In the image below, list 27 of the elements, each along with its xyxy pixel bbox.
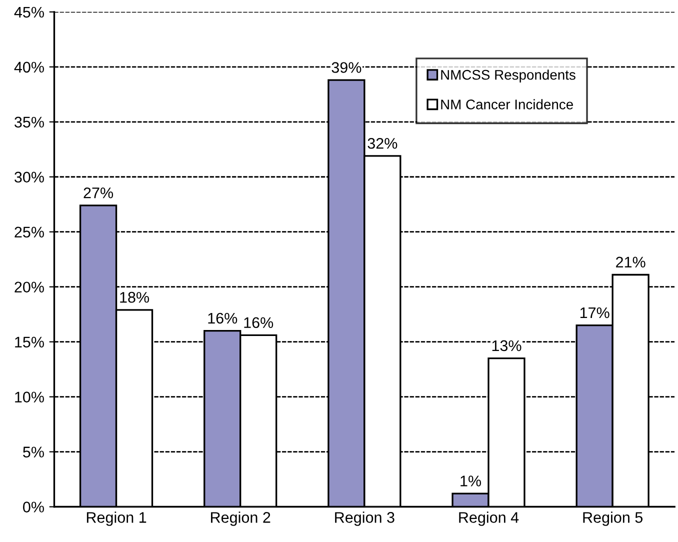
- data-label: 18%: [120, 292, 150, 303]
- x-tick-label: Region 2: [211, 512, 270, 526]
- data-label: 32%: [368, 138, 398, 149]
- y-tick-label: 35%: [14, 116, 44, 128]
- y-tick-label: 20%: [14, 282, 44, 293]
- data-label: 17%: [580, 307, 610, 318]
- data-label: 27%: [84, 187, 114, 198]
- y-tick-label: 40%: [14, 62, 44, 73]
- legend-label: NMCSS Respondents: [441, 70, 576, 83]
- y-tick-label: 0%: [23, 502, 44, 512]
- legend-label: NM Cancer Incidence: [441, 99, 573, 110]
- y-tick-label: 10%: [15, 392, 44, 402]
- y-tick-label: 30%: [14, 172, 44, 183]
- x-tick-label: Region 1: [86, 512, 146, 526]
- y-tick-label: 25%: [14, 226, 44, 238]
- data-label: 16%: [244, 317, 274, 328]
- x-tick-label: Region 4: [459, 512, 519, 526]
- x-tick-label: Region 5: [583, 512, 643, 526]
- data-label: 21%: [616, 256, 646, 268]
- x-tick-label: Region 3: [335, 512, 394, 526]
- y-tick-label: 45%: [14, 6, 44, 18]
- data-label: 1%: [460, 476, 482, 486]
- y-tick-label: 15%: [15, 336, 44, 348]
- data-label: 16%: [208, 312, 238, 324]
- y-tick-label: 5%: [23, 446, 44, 458]
- data-label: 13%: [492, 340, 522, 352]
- data-label: 39%: [332, 62, 362, 73]
